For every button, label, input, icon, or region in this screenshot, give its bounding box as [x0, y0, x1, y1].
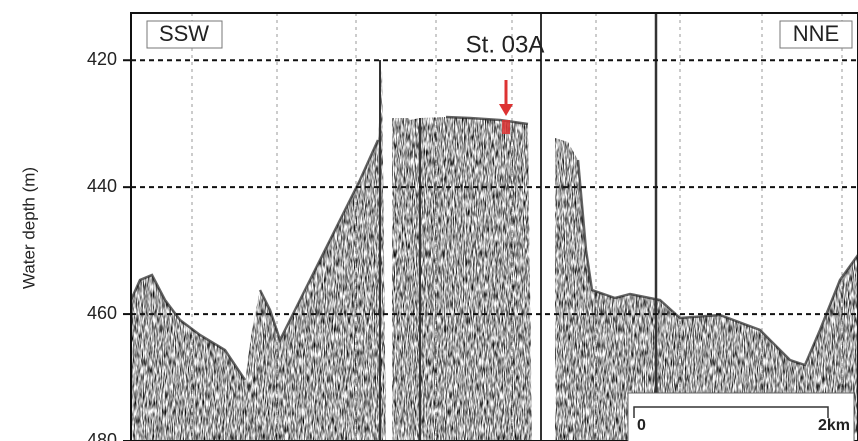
station-arrow-head — [499, 104, 513, 116]
scale-label: 2km — [818, 417, 850, 434]
y-tick-label: 420 — [87, 49, 117, 69]
scale-bar-box — [627, 392, 855, 441]
label-box — [146, 20, 223, 49]
scale-bar — [633, 406, 829, 418]
vertical-artifacts — [379, 13, 658, 441]
depth-grid — [123, 59, 858, 441]
echogram — [131, 13, 858, 441]
plot-frame — [130, 12, 858, 441]
direction-label: SSW — [159, 21, 209, 46]
seafloor-reflection — [131, 70, 858, 441]
seafloor-line — [131, 115, 858, 381]
label-box — [779, 20, 853, 49]
station-label: St. 03A — [466, 31, 545, 58]
y-axis-label: Water depth (m) — [19, 167, 38, 289]
y-tick-label: 440 — [87, 176, 117, 196]
y-tick-label: 480 — [87, 430, 117, 441]
direction-label: NNE — [793, 21, 839, 46]
vertical-grid — [191, 13, 843, 441]
station-marker — [502, 120, 510, 134]
y-tick-label: 460 — [87, 303, 117, 323]
scale-label: 0 — [637, 417, 646, 434]
